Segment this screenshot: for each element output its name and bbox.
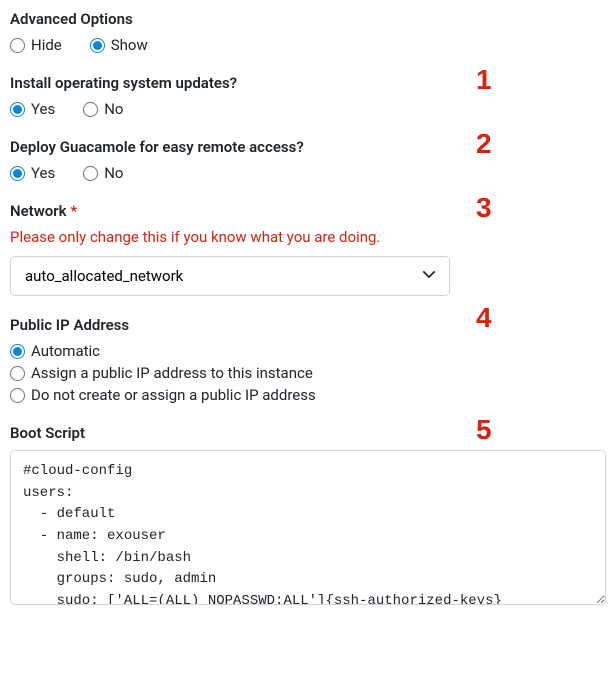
radio-updates-yes-label: Yes: [31, 100, 55, 118]
boot-script-wrapper: [10, 450, 606, 609]
network-select[interactable]: auto_allocated_network: [10, 256, 450, 296]
radio-item-ip-auto[interactable]: Automatic: [10, 342, 606, 360]
radio-ip-none-label: Do not create or assign a public IP addr…: [31, 386, 316, 404]
radio-ip-auto[interactable]: [10, 344, 25, 359]
boot-script-section: 5 Boot Script: [10, 424, 606, 609]
guacamole-label: Deploy Guacamole for easy remote access?: [10, 138, 606, 156]
annotation-2: 2: [476, 128, 492, 160]
public-ip-section: 4 Public IP Address Automatic Assign a p…: [10, 316, 606, 404]
annotation-5: 5: [476, 414, 492, 446]
radio-updates-no[interactable]: [83, 102, 98, 117]
radio-item-hide[interactable]: Hide: [10, 36, 62, 54]
boot-script-textarea[interactable]: [10, 450, 606, 605]
os-updates-radios: Yes No: [10, 100, 606, 118]
radio-guac-no[interactable]: [83, 166, 98, 181]
radio-show-label: Show: [111, 36, 148, 54]
os-updates-section: 1 Install operating system updates? Yes …: [10, 74, 606, 118]
radio-item-updates-no[interactable]: No: [83, 100, 123, 118]
network-select-wrapper: auto_allocated_network: [10, 256, 450, 296]
required-asterisk: *: [70, 202, 77, 220]
radio-ip-none[interactable]: [10, 388, 25, 403]
radio-ip-auto-label: Automatic: [31, 342, 100, 360]
radio-hide-label: Hide: [31, 36, 62, 54]
radio-guac-yes[interactable]: [10, 166, 25, 181]
annotation-1: 1: [476, 64, 492, 96]
radio-updates-no-label: No: [104, 100, 123, 118]
guacamole-section: 2 Deploy Guacamole for easy remote acces…: [10, 138, 606, 182]
radio-show[interactable]: [90, 38, 105, 53]
radio-item-ip-none[interactable]: Do not create or assign a public IP addr…: [10, 386, 606, 404]
annotation-3: 3: [476, 192, 492, 224]
radio-guac-yes-label: Yes: [31, 164, 55, 182]
public-ip-radios: Automatic Assign a public IP address to …: [10, 342, 606, 404]
guacamole-radios: Yes No: [10, 164, 606, 182]
radio-item-ip-assign[interactable]: Assign a public IP address to this insta…: [10, 364, 606, 382]
annotation-4: 4: [476, 302, 492, 334]
radio-guac-no-label: No: [104, 164, 123, 182]
radio-updates-yes[interactable]: [10, 102, 25, 117]
radio-ip-assign[interactable]: [10, 366, 25, 381]
os-updates-label: Install operating system updates?: [10, 74, 606, 92]
radio-item-updates-yes[interactable]: Yes: [10, 100, 55, 118]
network-hint: Please only change this if you know what…: [10, 228, 606, 246]
advanced-options-label: Advanced Options: [10, 10, 606, 28]
network-label: Network: [10, 202, 67, 220]
advanced-options-radios: Hide Show: [10, 36, 606, 54]
radio-ip-assign-label: Assign a public IP address to this insta…: [31, 364, 313, 382]
radio-item-guac-no[interactable]: No: [83, 164, 123, 182]
network-label-row: Network *: [10, 202, 606, 220]
radio-item-guac-yes[interactable]: Yes: [10, 164, 55, 182]
public-ip-label: Public IP Address: [10, 316, 606, 334]
radio-hide[interactable]: [10, 38, 25, 53]
advanced-options-section: Advanced Options Hide Show: [10, 10, 606, 54]
radio-item-show[interactable]: Show: [90, 36, 148, 54]
boot-script-label: Boot Script: [10, 424, 606, 442]
network-section: 3 Network * Please only change this if y…: [10, 202, 606, 296]
